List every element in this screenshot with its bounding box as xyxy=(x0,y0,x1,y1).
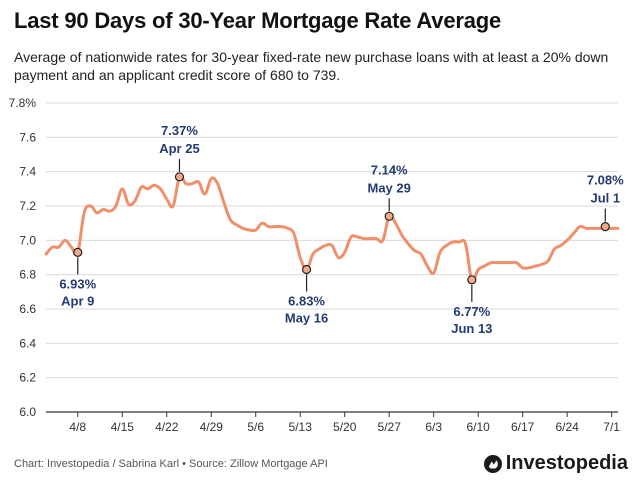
annotation-date: Apr 9 xyxy=(61,293,94,308)
annotation-date: Jun 13 xyxy=(451,321,492,336)
annotation-rate: 6.77% xyxy=(453,304,490,319)
annotation-rate: 7.37% xyxy=(161,123,198,138)
investopedia-logo-icon xyxy=(483,454,502,473)
annotation-date: May 16 xyxy=(285,311,328,326)
x-tick-label: 6/17 xyxy=(511,420,535,434)
y-tick-label: 7.0 xyxy=(19,233,36,247)
x-tick-label: 6/3 xyxy=(425,420,442,434)
y-tick-label: 7.6 xyxy=(19,130,36,144)
annotation-marker xyxy=(600,222,610,232)
y-tick-label: 6.0 xyxy=(19,405,36,419)
annotation-rate: 7.14% xyxy=(371,162,408,177)
annotation-0: 6.93% Apr 9 xyxy=(59,247,97,308)
annotation-3: 7.14% May 29 xyxy=(368,162,411,221)
x-tick-label: 4/8 xyxy=(69,420,86,434)
investopedia-logo: Investopedia xyxy=(483,452,628,475)
x-tick-label: 4/22 xyxy=(155,420,179,434)
annotation-date: Apr 25 xyxy=(159,141,199,156)
chart-footer: Chart: Investopedia / Sabrina Karl • Sou… xyxy=(14,458,328,470)
axis-layer: 6.0 6.2 6.4 6.6 6.8 7.0 7.2 7.4 7.6 7.8% 4/8 4/15 4/… xyxy=(9,96,621,434)
chart-title: Last 90 Days of 30-Year Mortgage Rate Av… xyxy=(14,8,502,33)
x-tick-label: 4/15 xyxy=(111,420,135,434)
y-tick-label: 6.8 xyxy=(19,268,36,282)
annotation-marker xyxy=(174,172,185,182)
annotation-date: May 29 xyxy=(368,180,411,195)
x-tick-label: 5/13 xyxy=(289,420,313,434)
annotation-marker xyxy=(467,275,477,285)
annotation-rate: 7.08% xyxy=(587,173,624,188)
annotation-date: Jul 1 xyxy=(590,191,620,206)
y-tick-label: 7.2 xyxy=(19,199,36,213)
annotation-rate: 6.83% xyxy=(288,294,325,309)
x-tick-label: 5/20 xyxy=(333,420,357,434)
x-tick-label: 6/10 xyxy=(466,420,490,434)
y-tick-label: 6.2 xyxy=(19,371,36,385)
annotation-5: 7.08% Jul 1 xyxy=(587,173,624,232)
logo-text: Investopedia xyxy=(505,452,628,474)
x-tick-label: 4/29 xyxy=(200,420,224,434)
series-layer xyxy=(44,174,620,283)
annotation-1: 7.37% Apr 25 xyxy=(159,123,200,182)
y-tick-label: 7.8% xyxy=(9,96,37,110)
chart-subtitle: Average of nationwide rates for 30-year … xyxy=(14,49,609,83)
x-tick-label: 7/1 xyxy=(603,420,620,434)
y-tick-label: 6.6 xyxy=(19,302,36,316)
y-tick-label: 7.4 xyxy=(19,165,36,179)
annotation-2: 6.83% May 16 xyxy=(285,264,328,326)
annotation-marker xyxy=(301,264,312,275)
x-tick-label: 5/27 xyxy=(378,420,402,434)
x-tick-label: 6/24 xyxy=(555,420,579,434)
y-tick-label: 6.4 xyxy=(19,336,36,350)
annotation-rate: 6.93% xyxy=(59,276,96,291)
annotation-layer: 6.93% Apr 9 7.37% Apr 25 6.83% May 16 7.14% May… xyxy=(59,123,624,336)
annotation-4: 6.77% Jun 13 xyxy=(451,275,492,336)
x-tick-label: 5/6 xyxy=(247,420,264,434)
annotation-marker xyxy=(73,247,83,257)
annotation-marker xyxy=(384,211,394,221)
grid-layer xyxy=(46,102,618,413)
series-line xyxy=(44,174,620,283)
